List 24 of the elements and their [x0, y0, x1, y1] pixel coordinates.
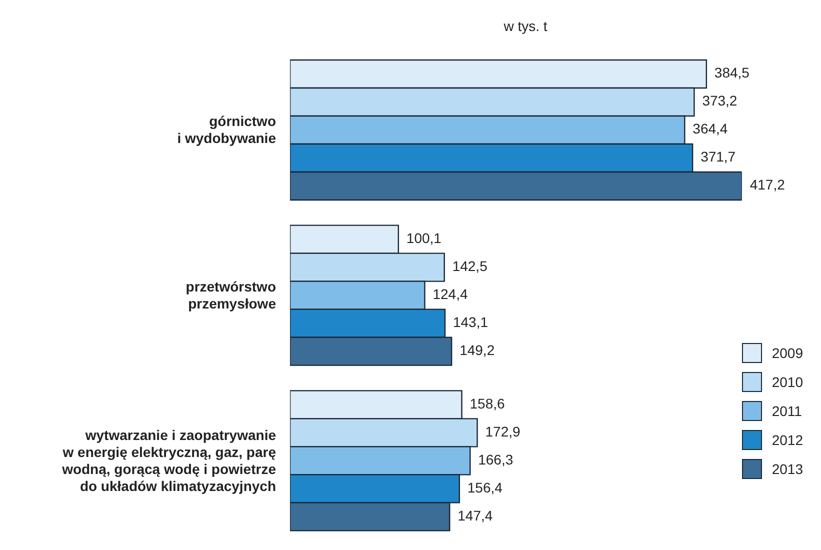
chart-title: w tys. t [502, 17, 548, 36]
data-label: 371,7 [700, 148, 736, 165]
data-label: 166,3 [478, 451, 514, 468]
legend-label: 2010 [772, 374, 803, 390]
data-label: 100,1 [406, 230, 442, 246]
data-label: 364,4 [692, 120, 728, 137]
data-label: 124,4 [432, 286, 468, 302]
data-label: 149,2 [460, 342, 495, 358]
legend-label: 2009 [772, 345, 803, 361]
data-label: 158,6 [470, 395, 506, 412]
y-tick-label: wytwarzanie i zaopatrywanie w energię elektryczną, gaz, parę wodną, gorącą wodę i powietrze do układów klimatyzacyjnych [61, 426, 276, 494]
legend-label: 2011 [772, 403, 802, 419]
data-label: 417,2 [750, 176, 786, 193]
data-label: 143,1 [452, 314, 488, 330]
data-label: 147,4 [458, 507, 493, 524]
data-label: 142,5 [452, 258, 488, 274]
legend-label: 2013 [772, 461, 803, 477]
data-label: 373,2 [702, 92, 738, 109]
data-label: 384,5 [714, 64, 750, 81]
data-label: 172,9 [485, 423, 521, 440]
y-tick-label: górnictwo i wydobywanie [177, 112, 276, 146]
y-tick-label: przetwórstwo przemysłowe [186, 278, 276, 312]
data-label: 156,4 [467, 479, 503, 496]
legend-label: 2012 [772, 432, 803, 448]
